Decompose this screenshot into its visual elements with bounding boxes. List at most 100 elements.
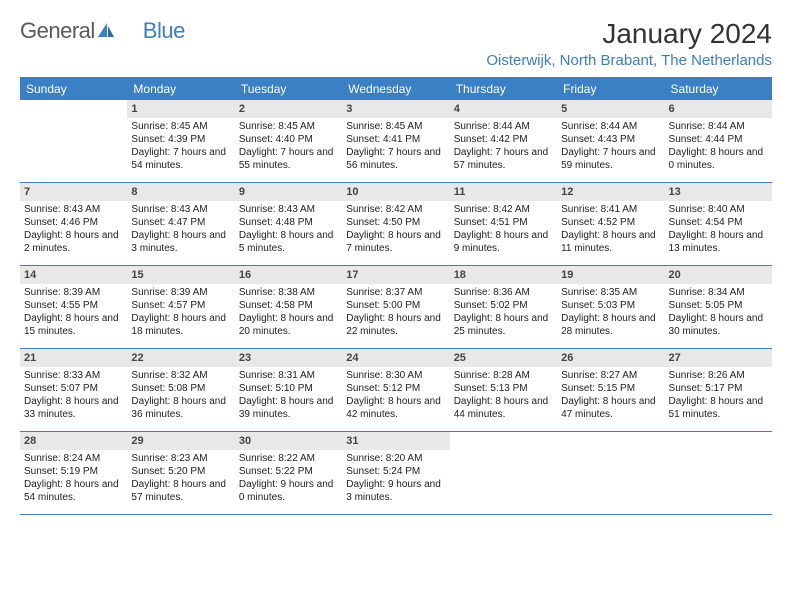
day-number: 15 bbox=[127, 266, 234, 284]
day-cell: 14 Sunrise: 8:39 AMSunset: 4:55 PMDayligh… bbox=[20, 266, 127, 348]
day-details: Sunrise: 8:30 AMSunset: 5:12 PMDaylight:… bbox=[346, 369, 445, 421]
day-cell: 28 Sunrise: 8:24 AMSunset: 5:19 PMDayligh… bbox=[20, 432, 127, 514]
day-cell: 16 Sunrise: 8:38 AMSunset: 4:58 PMDayligh… bbox=[235, 266, 342, 348]
weekday-header: Tuesday bbox=[235, 78, 342, 100]
day-details: Sunrise: 8:33 AMSunset: 5:07 PMDaylight:… bbox=[24, 369, 123, 421]
day-details: Sunrise: 8:44 AMSunset: 4:42 PMDaylight:… bbox=[454, 120, 553, 172]
week-row: 14 Sunrise: 8:39 AMSunset: 4:55 PMDayligh… bbox=[20, 266, 772, 349]
day-number: 26 bbox=[557, 349, 664, 367]
day-details: Sunrise: 8:28 AMSunset: 5:13 PMDaylight:… bbox=[454, 369, 553, 421]
day-details: Sunrise: 8:40 AMSunset: 4:54 PMDaylight:… bbox=[669, 203, 768, 255]
day-number: 24 bbox=[342, 349, 449, 367]
weekday-header: Thursday bbox=[450, 78, 557, 100]
day-cell: 12 Sunrise: 8:41 AMSunset: 4:52 PMDayligh… bbox=[557, 183, 664, 265]
weekday-header: Monday bbox=[127, 78, 234, 100]
day-number: 19 bbox=[557, 266, 664, 284]
day-number bbox=[557, 432, 664, 450]
day-details: Sunrise: 8:32 AMSunset: 5:08 PMDaylight:… bbox=[131, 369, 230, 421]
day-details: Sunrise: 8:42 AMSunset: 4:51 PMDaylight:… bbox=[454, 203, 553, 255]
weekday-header: Friday bbox=[557, 78, 664, 100]
day-number: 25 bbox=[450, 349, 557, 367]
logo-text-2: Blue bbox=[143, 18, 185, 44]
day-cell: 8 Sunrise: 8:43 AMSunset: 4:47 PMDaylight… bbox=[127, 183, 234, 265]
day-cell: 1 Sunrise: 8:45 AMSunset: 4:39 PMDaylight… bbox=[127, 100, 234, 182]
day-number: 29 bbox=[127, 432, 234, 450]
day-cell: 30 Sunrise: 8:22 AMSunset: 5:22 PMDayligh… bbox=[235, 432, 342, 514]
day-details: Sunrise: 8:44 AMSunset: 4:44 PMDaylight:… bbox=[669, 120, 768, 172]
day-number: 4 bbox=[450, 100, 557, 118]
day-number bbox=[20, 100, 127, 118]
day-number: 9 bbox=[235, 183, 342, 201]
day-details: Sunrise: 8:44 AMSunset: 4:43 PMDaylight:… bbox=[561, 120, 660, 172]
day-details: Sunrise: 8:24 AMSunset: 5:19 PMDaylight:… bbox=[24, 452, 123, 504]
day-details: Sunrise: 8:31 AMSunset: 5:10 PMDaylight:… bbox=[239, 369, 338, 421]
day-number: 5 bbox=[557, 100, 664, 118]
day-details: Sunrise: 8:26 AMSunset: 5:17 PMDaylight:… bbox=[669, 369, 768, 421]
day-cell: 10Sunrise: 8:42 AMSunset: 4:50 PMDayligh… bbox=[342, 183, 449, 265]
day-details: Sunrise: 8:27 AMSunset: 5:15 PMDaylight:… bbox=[561, 369, 660, 421]
day-cell: 3 Sunrise: 8:45 AMSunset: 4:41 PMDaylight… bbox=[342, 100, 449, 182]
day-details: Sunrise: 8:34 AMSunset: 5:05 PMDaylight:… bbox=[669, 286, 768, 338]
week-row: 7Sunrise: 8:43 AMSunset: 4:46 PMDaylight… bbox=[20, 183, 772, 266]
day-cell: 29Sunrise: 8:23 AMSunset: 5:20 PMDayligh… bbox=[127, 432, 234, 514]
day-details: Sunrise: 8:41 AMSunset: 4:52 PMDaylight:… bbox=[561, 203, 660, 255]
day-number: 30 bbox=[235, 432, 342, 450]
day-cell: 24 Sunrise: 8:30 AMSunset: 5:12 PMDayligh… bbox=[342, 349, 449, 431]
day-details: Sunrise: 8:36 AMSunset: 5:02 PMDaylight:… bbox=[454, 286, 553, 338]
day-cell: 4 Sunrise: 8:44 AMSunset: 4:42 PMDaylight… bbox=[450, 100, 557, 182]
day-number: 1 bbox=[127, 100, 234, 118]
day-cell: 17Sunrise: 8:37 AMSunset: 5:00 PMDayligh… bbox=[342, 266, 449, 348]
day-cell bbox=[450, 432, 557, 514]
logo: General Blue bbox=[20, 18, 185, 44]
header: General Blue January 2024 Oisterwijk, No… bbox=[20, 18, 772, 69]
day-details: Sunrise: 8:20 AMSunset: 5:24 PMDaylight:… bbox=[346, 452, 445, 504]
day-number: 22 bbox=[127, 349, 234, 367]
day-details: Sunrise: 8:39 AMSunset: 4:55 PMDaylight:… bbox=[24, 286, 123, 338]
day-number: 3 bbox=[342, 100, 449, 118]
day-cell: 19Sunrise: 8:35 AMSunset: 5:03 PMDayligh… bbox=[557, 266, 664, 348]
day-number: 31 bbox=[342, 432, 449, 450]
day-cell: 20Sunrise: 8:34 AMSunset: 5:05 PMDayligh… bbox=[665, 266, 772, 348]
day-cell: 21 Sunrise: 8:33 AMSunset: 5:07 PMDayligh… bbox=[20, 349, 127, 431]
day-number: 18 bbox=[450, 266, 557, 284]
logo-text-1: General bbox=[20, 18, 95, 44]
day-number: 12 bbox=[557, 183, 664, 201]
day-number: 21 bbox=[20, 349, 127, 367]
day-cell bbox=[665, 432, 772, 514]
day-number: 27 bbox=[665, 349, 772, 367]
day-number: 23 bbox=[235, 349, 342, 367]
day-cell: 26 Sunrise: 8:27 AMSunset: 5:15 PMDayligh… bbox=[557, 349, 664, 431]
day-cell: 31 Sunrise: 8:20 AMSunset: 5:24 PMDayligh… bbox=[342, 432, 449, 514]
day-cell: 7Sunrise: 8:43 AMSunset: 4:46 PMDaylight… bbox=[20, 183, 127, 265]
day-cell bbox=[557, 432, 664, 514]
day-number: 13 bbox=[665, 183, 772, 201]
day-details: Sunrise: 8:43 AMSunset: 4:48 PMDaylight:… bbox=[239, 203, 338, 255]
week-row: 1 Sunrise: 8:45 AMSunset: 4:39 PMDaylight… bbox=[20, 100, 772, 183]
day-number: 6 bbox=[665, 100, 772, 118]
day-details: Sunrise: 8:37 AMSunset: 5:00 PMDaylight:… bbox=[346, 286, 445, 338]
day-details: Sunrise: 8:43 AMSunset: 4:47 PMDaylight:… bbox=[131, 203, 230, 255]
calendar: SundayMondayTuesdayWednesdayThursdayFrid… bbox=[20, 77, 772, 515]
day-number: 16 bbox=[235, 266, 342, 284]
day-details: Sunrise: 8:22 AMSunset: 5:22 PMDaylight:… bbox=[239, 452, 338, 504]
weekday-header: Saturday bbox=[665, 78, 772, 100]
day-number: 2 bbox=[235, 100, 342, 118]
day-number: 10 bbox=[342, 183, 449, 201]
day-details: Sunrise: 8:45 AMSunset: 4:40 PMDaylight:… bbox=[239, 120, 338, 172]
weekday-header: Sunday bbox=[20, 78, 127, 100]
day-number: 8 bbox=[127, 183, 234, 201]
week-row: 28 Sunrise: 8:24 AMSunset: 5:19 PMDayligh… bbox=[20, 432, 772, 515]
day-details: Sunrise: 8:45 AMSunset: 4:39 PMDaylight:… bbox=[131, 120, 230, 172]
day-cell: 6 Sunrise: 8:44 AMSunset: 4:44 PMDaylight… bbox=[665, 100, 772, 182]
weekday-header-row: SundayMondayTuesdayWednesdayThursdayFrid… bbox=[20, 78, 772, 100]
day-number: 11 bbox=[450, 183, 557, 201]
day-details: Sunrise: 8:38 AMSunset: 4:58 PMDaylight:… bbox=[239, 286, 338, 338]
day-cell: 27 Sunrise: 8:26 AMSunset: 5:17 PMDayligh… bbox=[665, 349, 772, 431]
day-cell: 18 Sunrise: 8:36 AMSunset: 5:02 PMDayligh… bbox=[450, 266, 557, 348]
day-number: 14 bbox=[20, 266, 127, 284]
page-title: January 2024 bbox=[486, 18, 772, 50]
day-number: 28 bbox=[20, 432, 127, 450]
title-block: January 2024 Oisterwijk, North Brabant, … bbox=[486, 18, 772, 69]
day-details: Sunrise: 8:45 AMSunset: 4:41 PMDaylight:… bbox=[346, 120, 445, 172]
day-cell: 5 Sunrise: 8:44 AMSunset: 4:43 PMDaylight… bbox=[557, 100, 664, 182]
